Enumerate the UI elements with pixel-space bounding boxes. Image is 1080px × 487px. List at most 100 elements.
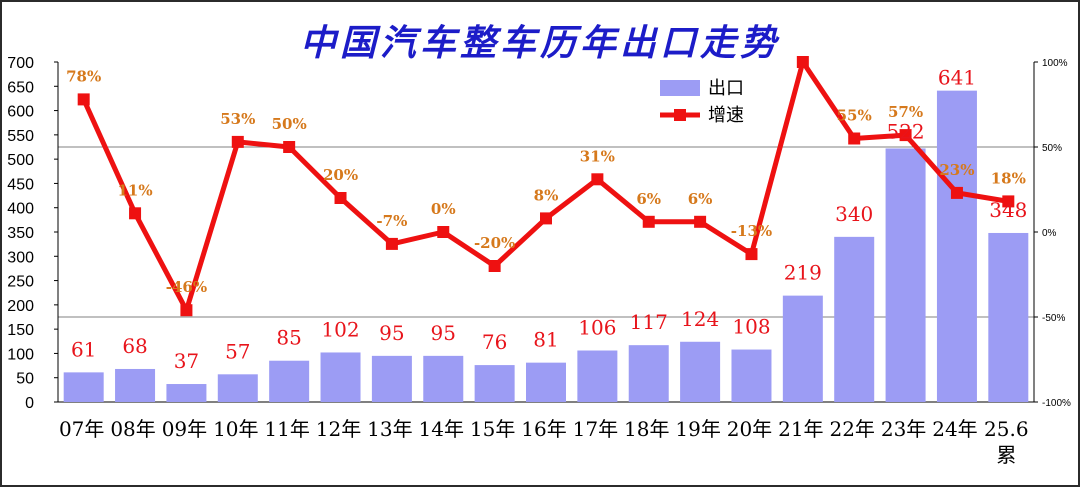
y-left-tick-label: 250 — [7, 274, 34, 291]
growth-value-label: -13% — [731, 222, 772, 240]
bar-value-label: 124 — [681, 307, 719, 331]
chart-title: 中国汽车整车历年出口走势 — [299, 22, 780, 64]
x-tick-label: 累 — [996, 443, 1016, 467]
growth-point — [950, 186, 963, 199]
growth-point — [231, 135, 244, 148]
bar-value-label: 61 — [71, 337, 96, 361]
bar-value-label: 37 — [174, 349, 199, 373]
bar — [423, 355, 464, 402]
y-left-tick-label: 500 — [7, 152, 34, 169]
bar-value-label: 522 — [886, 119, 924, 143]
bar — [577, 350, 618, 402]
bar — [782, 295, 823, 402]
x-tick-label: 20年 — [727, 417, 772, 441]
growth-point — [129, 207, 142, 220]
y-right-tick-label: 0% — [1042, 228, 1057, 239]
y-left-tick-label: 200 — [7, 298, 34, 315]
bar-value-label: 85 — [276, 326, 301, 350]
growth-point — [283, 141, 296, 153]
x-tick-label: 10年 — [213, 417, 258, 441]
y-left-tick-label: 650 — [7, 79, 34, 96]
growth-point — [848, 132, 861, 145]
bar-value-label: 81 — [533, 328, 558, 352]
x-tick-label: 15年 — [470, 417, 515, 441]
bar-value-label: 348 — [989, 198, 1027, 222]
bar-value-label: 95 — [379, 321, 404, 345]
growth-point — [694, 215, 707, 228]
bar — [371, 355, 412, 402]
growth-value-label: 18% — [991, 169, 1026, 187]
growth-value-label: 53% — [220, 110, 255, 128]
x-tick-label: 18年 — [624, 417, 669, 441]
bar — [885, 148, 926, 402]
bar — [988, 232, 1029, 402]
y-left-tick-label: 350 — [7, 225, 34, 242]
legend-marker-growth — [674, 109, 686, 121]
growth-value-label: 6% — [636, 190, 661, 208]
bar — [680, 341, 721, 402]
x-tick-label: 14年 — [419, 417, 464, 441]
x-tick-label: 22年 — [829, 417, 874, 441]
y-right-tick-label: -100% — [1042, 398, 1071, 409]
growth-value-label: 20% — [323, 166, 358, 184]
x-tick-label: 09年 — [162, 417, 207, 441]
bar — [320, 352, 361, 402]
bar — [936, 90, 977, 403]
growth-point — [745, 248, 758, 261]
y-left-tick-label: 100 — [7, 346, 34, 363]
bar-value-label: 108 — [732, 315, 770, 339]
x-tick-label: 12年 — [316, 417, 361, 441]
growth-value-label: 6% — [688, 190, 713, 208]
y-left-tick-label: 550 — [7, 128, 34, 145]
bar — [269, 360, 310, 402]
growth-value-label: -46% — [166, 278, 207, 296]
bar-value-label: 340 — [835, 202, 873, 226]
bar-value-label: 57 — [225, 339, 250, 363]
legend-label-export: 出口 — [708, 78, 744, 99]
bar — [474, 365, 515, 402]
growth-value-label: 50% — [272, 115, 307, 133]
legend-label-growth: 增速 — [708, 105, 744, 126]
x-tick-label: 08年 — [110, 417, 155, 441]
bar — [115, 368, 156, 402]
bar-value-label: 219 — [784, 261, 822, 285]
y-left-tick-label: 700 — [7, 55, 34, 72]
x-tick-label: 07年 — [59, 417, 104, 441]
growth-value-label: 0% — [431, 200, 456, 218]
growth-value-label: 8% — [534, 186, 559, 204]
y-right-tick-label: 50% — [1042, 143, 1062, 154]
growth-point — [1002, 195, 1015, 208]
x-tick-label: 16年 — [521, 417, 566, 441]
x-tick-label: 19年 — [675, 417, 720, 441]
y-right-tick-label: -50% — [1042, 313, 1065, 324]
y-left-tick-label: 0 — [25, 395, 34, 412]
bar — [217, 374, 258, 402]
bar — [628, 345, 669, 402]
bar-value-label: 106 — [578, 316, 616, 340]
bar — [731, 349, 772, 402]
y-left-tick-label: 450 — [7, 176, 34, 193]
bar-value-label: 641 — [938, 66, 976, 90]
y-left-tick-label: 50 — [16, 371, 34, 388]
bar-value-label: 76 — [482, 330, 507, 354]
bar — [834, 236, 875, 402]
growth-value-label: 57% — [888, 103, 923, 121]
x-tick-label: 21年 — [778, 417, 823, 441]
growth-value-label: 55% — [837, 107, 872, 125]
growth-point — [796, 56, 809, 68]
growth-point — [77, 93, 90, 106]
y-left-tick-label: 600 — [7, 104, 34, 121]
legend-swatch-export — [660, 80, 700, 96]
growth-point — [488, 260, 501, 272]
x-tick-label: 11年 — [264, 417, 309, 441]
bar — [166, 384, 207, 402]
y-left-tick-label: 150 — [7, 322, 34, 339]
bar-value-label: 102 — [321, 317, 359, 341]
x-tick-label: 23年 — [881, 417, 926, 441]
growth-point — [899, 129, 912, 142]
x-tick-label: 24年 — [932, 417, 977, 441]
bar — [63, 372, 104, 402]
x-tick-label: 13年 — [367, 417, 412, 441]
y-left-tick-label: 400 — [7, 201, 34, 218]
